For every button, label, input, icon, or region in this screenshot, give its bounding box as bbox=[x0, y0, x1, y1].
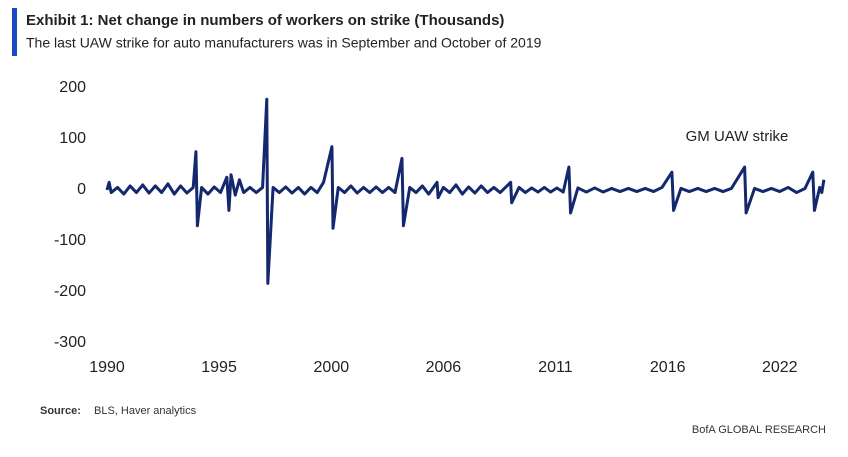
annotation: GM UAW strike bbox=[686, 128, 789, 145]
x-tick-label: 2022 bbox=[762, 359, 798, 376]
x-tick-label: 2000 bbox=[314, 359, 350, 376]
chart-title: Exhibit 1: Net change in numbers of work… bbox=[26, 12, 504, 29]
y-tick-label: -300 bbox=[54, 334, 86, 351]
x-tick-label: 2011 bbox=[538, 359, 573, 376]
series-line bbox=[105, 97, 826, 285]
y-tick-label: 200 bbox=[59, 79, 86, 96]
chart-subtitle: The last UAW strike for auto manufacture… bbox=[26, 35, 542, 51]
y-tick-label: 100 bbox=[59, 130, 86, 147]
y-tick-label: -100 bbox=[54, 232, 86, 249]
accent-bar bbox=[12, 8, 17, 56]
x-tick-label: 1995 bbox=[201, 359, 237, 376]
x-tick-label: 2016 bbox=[650, 359, 686, 376]
x-tick-label: 2006 bbox=[426, 359, 462, 376]
footer: BofA GLOBAL RESEARCH bbox=[692, 424, 826, 436]
x-tick-label: 1990 bbox=[89, 359, 125, 376]
y-tick-label: -200 bbox=[54, 283, 86, 300]
source-label: Source: bbox=[40, 405, 81, 417]
y-tick-label: 0 bbox=[77, 181, 86, 198]
source: BLS, Haver analytics bbox=[94, 405, 197, 417]
